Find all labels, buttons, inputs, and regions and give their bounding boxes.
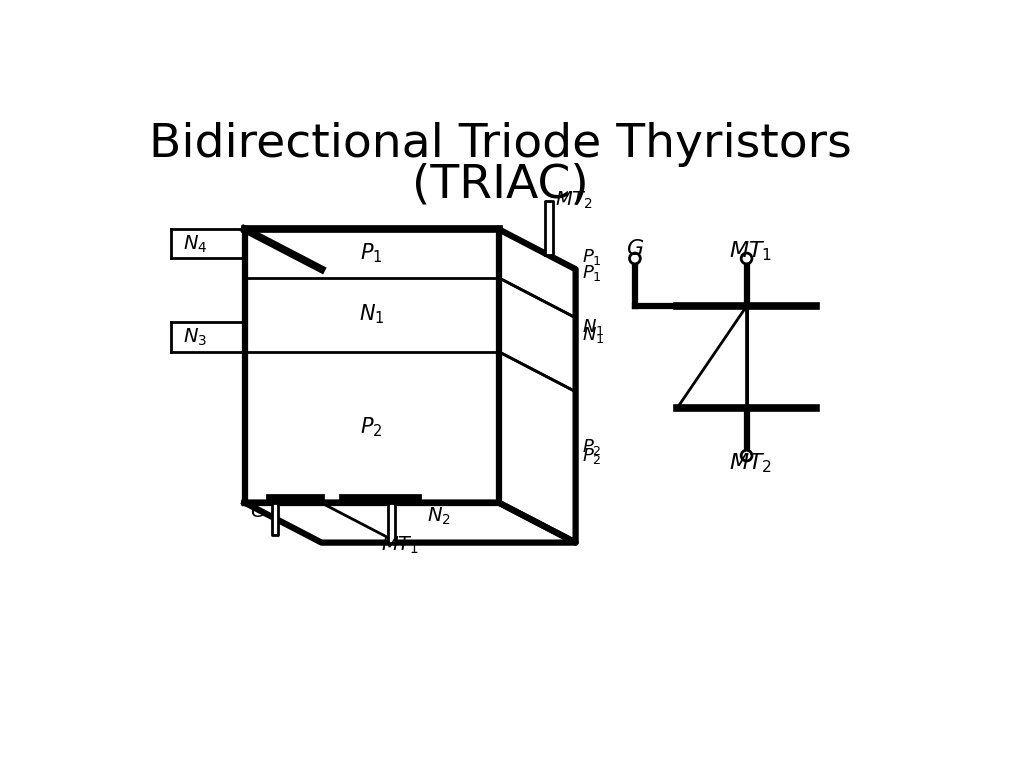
Circle shape — [741, 450, 752, 461]
Text: $N_1$: $N_1$ — [358, 303, 384, 326]
Polygon shape — [171, 229, 245, 259]
Text: $MT_2$: $MT_2$ — [555, 190, 593, 211]
Polygon shape — [545, 201, 553, 255]
Text: $P_2$: $P_2$ — [360, 415, 383, 439]
Circle shape — [741, 253, 752, 264]
Text: $G$: $G$ — [250, 502, 266, 521]
Polygon shape — [271, 502, 279, 535]
Circle shape — [630, 253, 640, 264]
Polygon shape — [245, 229, 499, 502]
Text: Bidirectional Triode Thyristors: Bidirectional Triode Thyristors — [148, 122, 852, 167]
Text: $N_4$: $N_4$ — [183, 233, 207, 254]
Polygon shape — [245, 502, 575, 543]
Polygon shape — [499, 229, 575, 543]
Text: $MT_1$: $MT_1$ — [729, 239, 772, 263]
Text: $N_3$: $N_3$ — [183, 326, 207, 348]
Text: $P_2$: $P_2$ — [582, 437, 601, 457]
Text: $G$: $G$ — [626, 239, 644, 260]
Text: $P_1$: $P_1$ — [582, 263, 601, 283]
Text: $P_1$: $P_1$ — [582, 247, 601, 267]
Text: $MT_2$: $MT_2$ — [729, 452, 772, 475]
Text: $MT_1$: $MT_1$ — [381, 535, 419, 557]
Text: $N_2$: $N_2$ — [427, 506, 452, 527]
Polygon shape — [171, 323, 245, 352]
Text: $N_1$: $N_1$ — [582, 317, 604, 337]
Text: $P_1$: $P_1$ — [360, 242, 383, 265]
Text: $P_2$: $P_2$ — [582, 446, 601, 466]
Text: (TRIAC): (TRIAC) — [412, 162, 589, 207]
Polygon shape — [388, 502, 395, 543]
Text: $N_1$: $N_1$ — [582, 325, 604, 345]
